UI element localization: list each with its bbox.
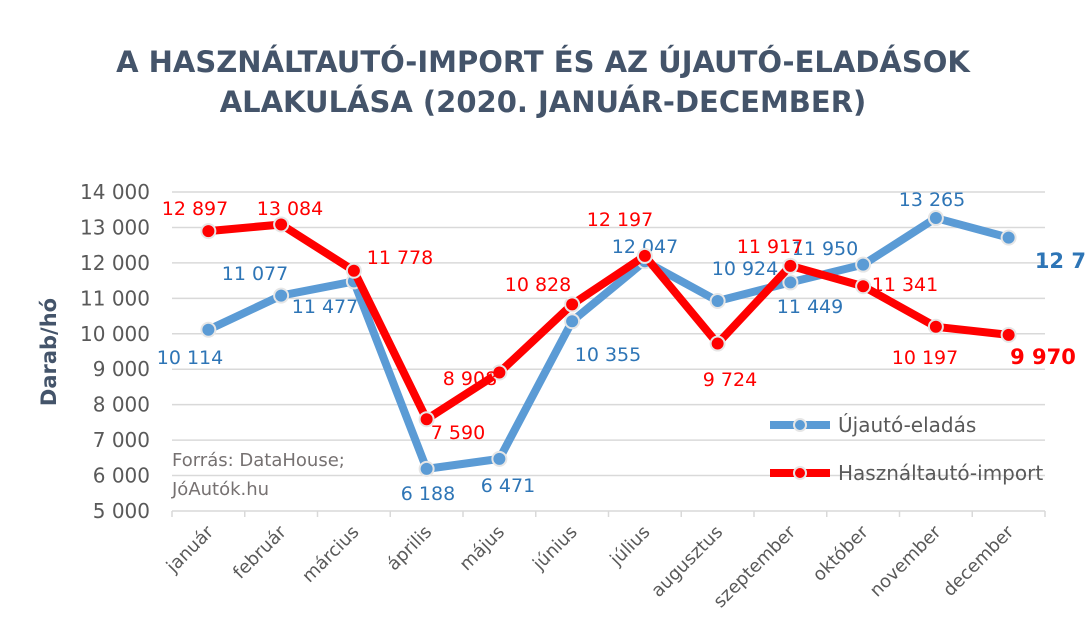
- data-label: 11 950: [792, 238, 858, 260]
- data-point: [273, 216, 290, 233]
- data-point: [418, 460, 435, 477]
- chart-title-line-2: ALAKULÁSA (2020. JANUÁR-DECEMBER): [220, 85, 867, 119]
- chart-title-line-1: A HASZNÁLTAUTÓ-IMPORT ÉS AZ ÚJAUTÓ-ELADÁ…: [116, 45, 971, 79]
- data-label: 13 084: [257, 198, 323, 220]
- x-tick-label: június: [528, 522, 581, 575]
- series-line: [208, 220, 1010, 424]
- data-label: 10 828: [505, 274, 571, 296]
- x-tick-label: december: [939, 521, 1019, 601]
- data-label: 9 970: [1010, 345, 1076, 369]
- data-point: [345, 262, 362, 279]
- y-tick-label: 14 000: [80, 180, 150, 204]
- data-point: [855, 278, 872, 295]
- data-label: 10 924: [712, 258, 778, 280]
- data-point: [200, 223, 217, 240]
- data-point: [709, 293, 726, 310]
- data-point: [782, 257, 799, 274]
- y-tick-label: 13 000: [80, 215, 150, 239]
- data-label: 13 265: [899, 189, 965, 211]
- data-label: 6 188: [401, 483, 455, 505]
- data-label: 11 477: [292, 296, 358, 318]
- data-point: [636, 247, 653, 264]
- data-label: 11 449: [777, 296, 843, 318]
- x-tick-label: augusztus: [647, 522, 727, 602]
- y-tick-label: 10 000: [80, 322, 150, 346]
- data-label: 10 355: [575, 344, 641, 366]
- legend-marker: [793, 466, 807, 480]
- data-point: [491, 364, 508, 381]
- data-label: 12 047: [612, 236, 678, 258]
- x-tick-label: október: [809, 521, 873, 585]
- data-label: 11 917: [737, 236, 803, 258]
- data-label: 11 341: [872, 274, 938, 296]
- data-point: [200, 321, 217, 338]
- y-tick-label: 9 000: [93, 357, 150, 381]
- data-point: [782, 274, 799, 291]
- y-tick-label: 12 000: [80, 251, 150, 275]
- y-tick-label: 5 000: [93, 499, 150, 523]
- source-annotation-line-2: JóAutók.hu: [171, 479, 269, 500]
- x-tick-label: január: [162, 521, 218, 577]
- data-label: 10 114: [157, 347, 223, 369]
- data-label: 12 897: [162, 198, 228, 220]
- data-label: 11 778: [367, 247, 433, 269]
- x-tick-label: április: [383, 522, 436, 575]
- data-point: [855, 256, 872, 273]
- legend-label: Használtautó-import: [838, 461, 1043, 485]
- data-point: [927, 210, 944, 227]
- x-tick-label: május: [456, 522, 509, 575]
- data-label: 6 471: [481, 475, 535, 497]
- series-hasznaltauto-import: 12 897 13 084 11 778 7 590 8 908 10 828 12 197…: [162, 198, 1076, 444]
- data-point: [709, 335, 726, 352]
- x-tick-label: március: [298, 522, 363, 587]
- data-label: 10 197: [892, 347, 958, 369]
- x-tick-label: november: [866, 521, 946, 601]
- y-tick-label: 7 000: [93, 428, 150, 452]
- legend-label: Újautó-eladás: [838, 413, 976, 437]
- y-tick-label: 11 000: [80, 286, 150, 310]
- data-label: 12 713: [1035, 249, 1087, 273]
- data-label: 11 077: [222, 263, 288, 285]
- data-point: [564, 313, 581, 330]
- data-point: [491, 450, 508, 467]
- data-point: [273, 287, 290, 304]
- legend: Újautó-eladás Használtautó-import: [770, 413, 1043, 485]
- legend-marker: [793, 418, 807, 432]
- data-label: 7 590: [431, 422, 485, 444]
- source-annotation-line-1: Forrás: DataHouse;: [172, 450, 345, 471]
- y-tick-label: 6 000: [93, 464, 150, 488]
- data-point: [418, 411, 435, 428]
- data-label: 9 724: [703, 369, 757, 391]
- data-point: [1000, 326, 1017, 343]
- data-point: [927, 318, 944, 335]
- x-tick-label: július: [605, 522, 654, 571]
- series-line: [206, 214, 1010, 473]
- data-label: 8 908: [443, 368, 497, 390]
- x-tick-label: február: [229, 521, 291, 583]
- data-point: [564, 296, 581, 313]
- data-point: [1000, 229, 1017, 246]
- y-axis-label: Darab/hó: [37, 298, 61, 406]
- y-tick-label: 8 000: [93, 393, 150, 417]
- data-label: 12 197: [587, 209, 653, 231]
